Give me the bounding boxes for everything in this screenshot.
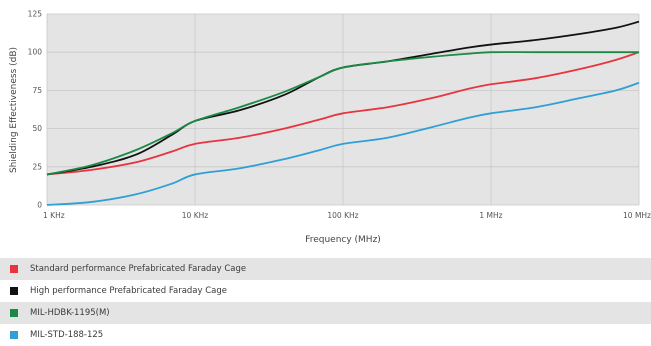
legend-label: Standard performance Prefabricated Farad…: [30, 264, 247, 274]
x-tick-label: 100 KHz: [327, 211, 358, 220]
y-tick-label: 125: [28, 10, 43, 19]
y-axis-title: Shielding Effectiveness (dB): [9, 47, 19, 173]
legend-label: MIL-STD-188-125: [30, 330, 104, 340]
legend-item-standard-performance[interactable]: Standard performance Prefabricated Farad…: [0, 258, 651, 280]
x-tick-label: 1 KHz: [43, 211, 65, 220]
legend-item-high-performance[interactable]: High performance Prefabricated Faraday C…: [0, 280, 651, 302]
y-tick-label: 100: [28, 48, 43, 57]
legend-item-mil-hdbk-1195[interactable]: MIL-HDBK-1195(M): [0, 302, 651, 324]
y-tick-label: 25: [32, 162, 42, 171]
chart-legend: Standard performance Prefabricated Farad…: [0, 258, 651, 346]
series-line-2: [46, 51, 639, 176]
tick-labels: 0 25 50 75 100 125 1 KHz 10 KHz 100 KHz 1 MHz 10 M…: [28, 10, 651, 221]
x-tick-label: 1 MHz: [479, 211, 502, 220]
legend-swatch-blue: [10, 331, 18, 339]
legend-label: MIL-HDBK-1195(M): [30, 308, 110, 318]
series-line-0: [46, 51, 640, 176]
legend-swatch-red: [10, 265, 18, 273]
x-axis-title: Frequency (MHz): [305, 235, 381, 245]
data-series: [46, 20, 640, 206]
y-tick-label: 0: [37, 201, 42, 210]
x-tick-label: 10 MHz: [623, 211, 651, 220]
legend-label: High performance Prefabricated Faraday C…: [30, 286, 228, 296]
y-tick-label: 50: [32, 124, 42, 133]
legend-swatch-green: [10, 309, 18, 317]
legend-item-mil-std-188-125[interactable]: MIL-STD-188-125: [0, 324, 651, 346]
y-tick-label: 75: [32, 86, 42, 95]
shielding-effectiveness-chart: 0 25 50 75 100 125 1 KHz 10 KHz 100 KHz 1 MHz 10 M…: [9, 10, 651, 246]
x-tick-label: 10 KHz: [182, 211, 208, 220]
grid-lines: [46, 13, 640, 206]
series-line-3: [46, 81, 640, 206]
legend-swatch-black: [10, 287, 18, 295]
